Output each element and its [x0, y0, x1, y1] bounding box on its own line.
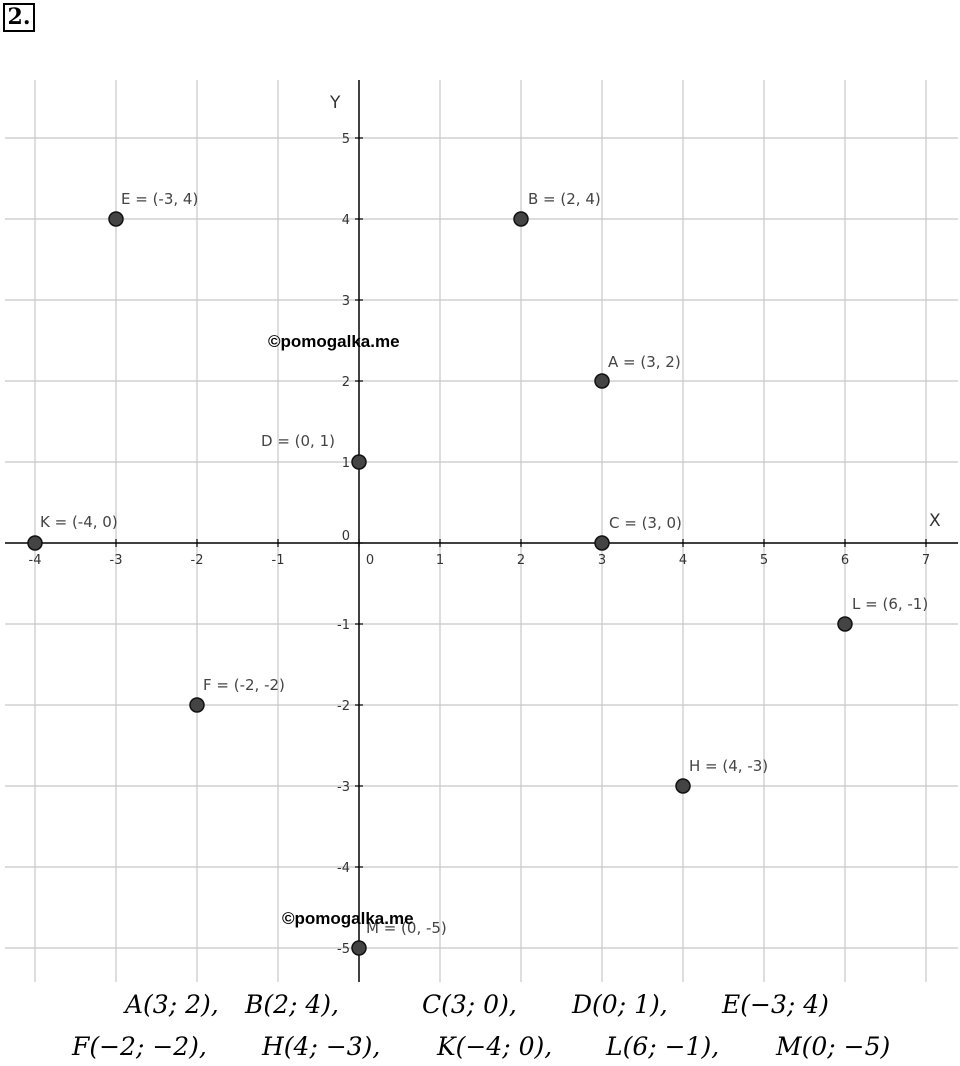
answer-item-3: L(6; −1), — [606, 1032, 720, 1061]
x-tick-label: 5 — [760, 553, 768, 568]
coordinate-plane: X Y -4 -3 -2 -1 0 1 2 3 4 5 6 7 -5 -4 -3 -2 -1 0 1 2 3 4 5 A = (… — [5, 80, 958, 982]
y-tick-label: 0 — [342, 529, 350, 544]
point-label-a: A = (3, 2) — [608, 353, 681, 371]
watermark: ©pomogalka.me — [268, 332, 400, 351]
answers-row-2: F(−2; −2), H(4; −3), K(−4; 0), L(6; −1), M(0… — [0, 1032, 960, 1066]
answer-item-0: A(3; 2), — [125, 990, 219, 1019]
y-tick-label: -2 — [337, 699, 350, 714]
x-tick-label: 3 — [598, 553, 606, 568]
point-a — [594, 373, 610, 389]
x-tick-label: -4 — [29, 553, 42, 568]
x-tick-label: -2 — [191, 553, 204, 568]
answer-item-1: B(2; 4), — [245, 990, 340, 1019]
x-tick-label: 2 — [517, 553, 525, 568]
answer-item-1: H(4; −3), — [262, 1032, 381, 1061]
answer-item-4: M(0; −5) — [776, 1032, 891, 1061]
x-tick-label: 6 — [841, 553, 849, 568]
x-tick-label: 7 — [922, 553, 930, 568]
y-tick-label: -3 — [337, 780, 350, 795]
point-f — [189, 697, 205, 713]
point-m — [351, 940, 367, 956]
point-label-f: F = (-2, -2) — [203, 676, 285, 694]
x-axis-label: X — [929, 511, 941, 531]
y-tick-label: 5 — [342, 132, 350, 147]
point-label-l: L = (6, -1) — [852, 595, 928, 613]
point-l — [837, 616, 853, 632]
answer-item-3: D(0; 1), — [572, 990, 668, 1019]
point-label-e: E = (-3, 4) — [121, 190, 198, 208]
point-e — [108, 211, 124, 227]
answer-item-2: C(3; 0), — [422, 990, 517, 1019]
answer-item-2: K(−4; 0), — [437, 1032, 553, 1061]
point-label-h: H = (4, -3) — [689, 757, 768, 775]
answer-item-0: F(−2; −2), — [72, 1032, 207, 1061]
answer-item-4: E(−3; 4) — [722, 990, 829, 1019]
x-tick-label: -1 — [272, 553, 285, 568]
y-tick-label: -1 — [337, 618, 350, 633]
x-tick-label: 0 — [366, 553, 374, 568]
point-d — [351, 454, 367, 470]
point-k — [27, 535, 43, 551]
point-label-c: C = (3, 0) — [609, 514, 682, 532]
y-axis-label: Y — [329, 93, 341, 113]
x-tick-label: -3 — [110, 553, 123, 568]
x-tick-label: 1 — [436, 553, 444, 568]
point-label-m: M = (0, -5) — [366, 919, 447, 937]
y-tick-label: -5 — [337, 942, 350, 957]
point-label-b: B = (2, 4) — [528, 190, 601, 208]
y-tick-label: 2 — [342, 375, 350, 390]
y-tick-label: 3 — [342, 294, 350, 309]
watermark: ©pomogalka.me — [282, 909, 414, 928]
point-h — [675, 778, 691, 794]
point-label-k: K = (-4, 0) — [40, 513, 118, 531]
x-tick-label: 4 — [679, 553, 687, 568]
y-tick-label: 1 — [342, 456, 350, 471]
y-tick-label: 4 — [342, 213, 350, 228]
task-number: 2. — [3, 3, 35, 32]
answers-row-1: A(3; 2), B(2; 4), C(3; 0), D(0; 1), E(−3; 4) — [0, 990, 960, 1024]
y-tick-label: -4 — [337, 861, 350, 876]
point-label-d: D = (0, 1) — [261, 432, 335, 450]
point-c — [594, 535, 610, 551]
point-b — [513, 211, 529, 227]
